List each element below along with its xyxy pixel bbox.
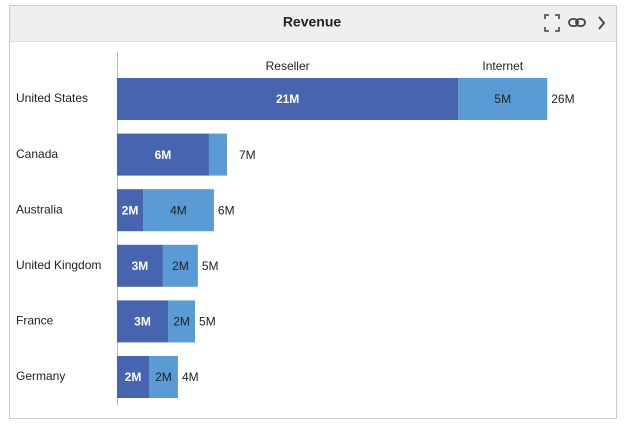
legend-label: Internet [482, 59, 523, 73]
value-label: 6M [155, 148, 172, 162]
bar-segment [117, 133, 209, 176]
category-label: Canada [16, 147, 58, 161]
legend-label: Reseller [266, 59, 310, 73]
total-label: 7M [239, 148, 256, 162]
value-label: 2M [172, 259, 189, 273]
focus-icon[interactable] [544, 14, 560, 32]
total-label: 6M [218, 203, 235, 217]
bar-segment [117, 356, 149, 398]
chart-title: Revenue [283, 14, 342, 30]
total-label: 26M [551, 92, 574, 106]
bar-segment [168, 300, 196, 343]
category-label: Germany [16, 369, 65, 383]
more-icon[interactable] [598, 16, 606, 30]
total-label: 5M [199, 315, 216, 329]
value-label: 4M [170, 203, 187, 217]
bar-segment [117, 244, 163, 287]
category-label: Australia [16, 202, 63, 216]
category-label: France [16, 314, 54, 328]
link-icon[interactable] [568, 18, 586, 27]
bar-segment [117, 300, 169, 343]
value-label: 2M [122, 203, 139, 217]
bar-segment [162, 244, 198, 287]
bar-segment [458, 78, 548, 120]
value-label: 2M [173, 315, 190, 329]
value-label: 3M [132, 259, 149, 273]
value-label: 3M [134, 315, 151, 329]
category-label: United States [16, 91, 88, 105]
value-label: 2M [155, 370, 172, 384]
value-label: 2M [125, 370, 142, 384]
category-label: United Kingdom [16, 258, 101, 272]
bar-segment [117, 78, 459, 120]
header [10, 6, 616, 41]
bar-segment [208, 133, 228, 176]
bar-segment [117, 189, 144, 232]
value-label: 21M [276, 92, 299, 106]
bar-segment [148, 356, 178, 398]
total-label: 4M [182, 370, 199, 384]
bar-segment [143, 189, 214, 232]
value-label: 5M [494, 92, 511, 106]
total-label: 5M [202, 259, 219, 273]
panel [9, 5, 617, 419]
